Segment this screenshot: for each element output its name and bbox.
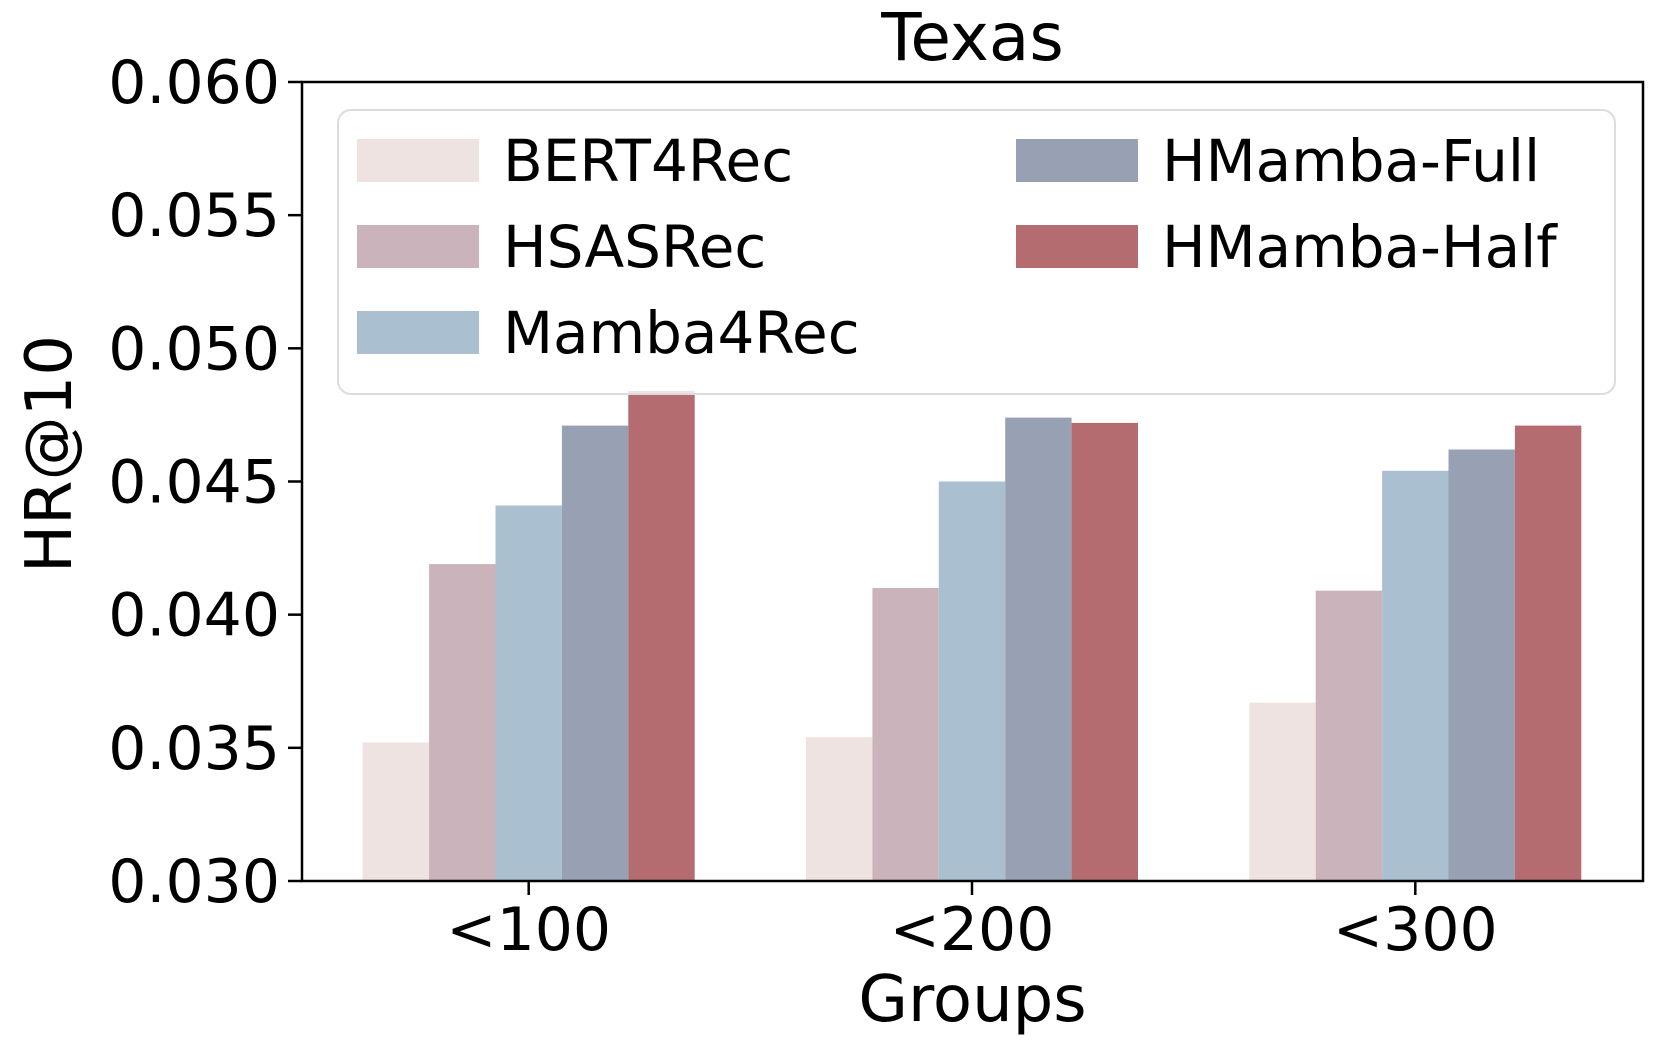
x-tick-label: <200 [890, 895, 1055, 965]
y-tick-label: 0.055 [108, 181, 280, 251]
x-axis-label: Groups [858, 963, 1087, 1037]
legend: BERT4Rec HSASRec Mamba4Rec HMamba-Full HMam… [337, 109, 1616, 395]
bar-hmamba-half--200 [1071, 422, 1138, 881]
bar-bert4rec--100 [362, 742, 430, 881]
y-tick-label: 0.035 [108, 714, 280, 784]
bar-mamba4rec--300 [1382, 470, 1449, 881]
chart-title: Texas [881, 0, 1064, 76]
bar-hsasrec--300 [1315, 590, 1383, 881]
bar-mamba4rec--100 [495, 505, 562, 881]
legend-column-1: BERT4Rec HSASRec Mamba4Rec [357, 132, 860, 397]
y-tick-label: 0.060 [108, 48, 280, 118]
legend-swatch-bert4rec [357, 139, 479, 182]
bar-mamba4rec--200 [938, 481, 1006, 881]
bar-hmamba-full--200 [1005, 417, 1072, 881]
bar-hmamba-half--300 [1514, 425, 1582, 881]
bar-hsasrec--200 [872, 588, 939, 881]
bar-hmamba-half--100 [628, 390, 695, 881]
y-tick-label: 0.030 [108, 847, 280, 917]
bar-hsasrec--100 [429, 564, 496, 881]
bar-hmamba-full--100 [561, 425, 629, 881]
legend-label-hmamba-full: HMamba-Full [1162, 126, 1541, 195]
bar-bert4rec--300 [1249, 702, 1316, 881]
legend-item-hmamba-full: HMamba-Full [1016, 132, 1557, 190]
y-tick-label: 0.050 [108, 314, 280, 384]
legend-swatch-hmamba-half [1016, 225, 1138, 268]
legend-label-mamba4rec: Mamba4Rec [503, 298, 860, 367]
bar-bert4rec--200 [806, 737, 873, 881]
legend-item-hsasrec: HSASRec [357, 218, 860, 276]
legend-label-bert4rec: BERT4Rec [503, 126, 794, 195]
legend-item-bert4rec: BERT4Rec [357, 132, 860, 190]
legend-swatch-hmamba-full [1016, 139, 1138, 182]
x-tick-label: <300 [1333, 895, 1498, 965]
bar-hmamba-full--300 [1448, 449, 1515, 881]
legend-label-hmamba-half: HMamba-Half [1162, 212, 1557, 281]
y-tick-label: 0.045 [108, 448, 280, 518]
y-tick-label: 0.040 [108, 581, 280, 651]
legend-item-hmamba-half: HMamba-Half [1016, 218, 1557, 276]
legend-swatch-hsasrec [357, 225, 479, 268]
axes-spines [300, 80, 1645, 883]
x-tick-label: <100 [446, 895, 611, 965]
legend-item-mamba4rec: Mamba4Rec [357, 304, 860, 362]
legend-label-hsasrec: HSASRec [503, 212, 767, 281]
legend-column-2: HMamba-Full HMamba-Half [1016, 132, 1557, 311]
legend-swatch-mamba4rec [357, 311, 479, 354]
